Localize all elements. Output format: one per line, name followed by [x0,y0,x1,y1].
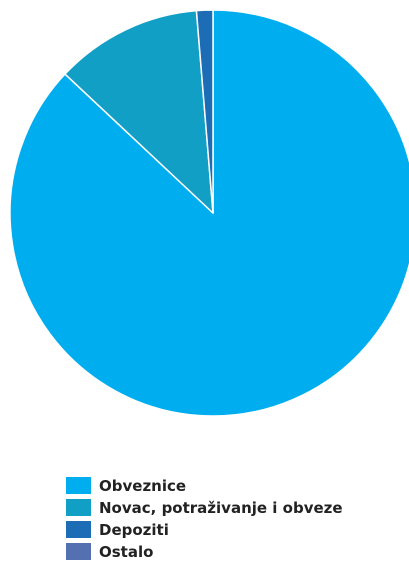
legend-label: Novac, potraživanje i obveze [99,498,343,517]
legend-item[interactable]: Ostalo [66,541,343,562]
legend-item[interactable]: Novac, potraživanje i obveze [66,497,343,518]
legend-item[interactable]: Obveznice [66,475,343,496]
chart-legend: Obveznice Novac, potraživanje i obveze Dep… [66,475,343,563]
pie-chart [9,9,409,417]
legend-label: Depoziti [99,520,169,539]
legend-swatch [66,543,91,560]
pie-slice-0[interactable] [9,9,409,417]
legend-label: Obveznice [99,476,187,495]
legend-item[interactable]: Depoziti [66,519,343,540]
pie-slices [9,9,409,417]
legend-swatch [66,477,91,494]
pie-slice-2[interactable] [195,9,214,214]
legend-label: Ostalo [99,542,154,561]
pie-slice-1[interactable] [64,9,214,214]
legend-swatch [66,521,91,538]
legend-swatch [66,499,91,516]
